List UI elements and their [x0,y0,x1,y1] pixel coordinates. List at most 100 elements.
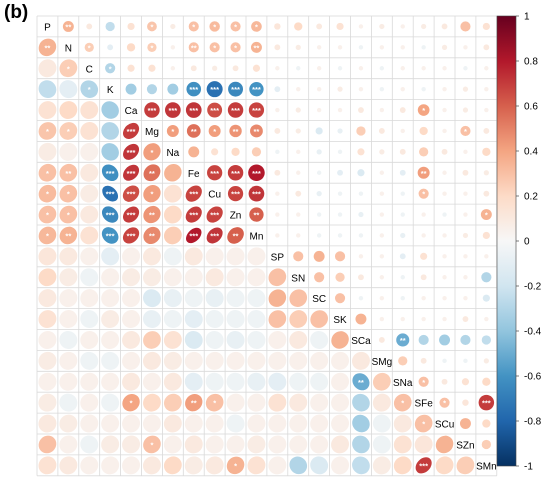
significance-mark: *** [231,190,240,199]
correlation-ellipse [247,289,266,308]
correlation-circle [275,191,280,196]
significance-mark: *** [482,399,491,408]
correlation-circle [209,42,220,53]
correlation-ellipse [38,122,57,140]
correlation-ellipse [143,435,161,454]
significance-mark: ** [421,169,427,178]
correlation-circle [460,125,471,137]
diagonal-label: SP [271,252,285,263]
correlation-ellipse [38,310,57,329]
significance-mark: ** [191,43,197,52]
correlation-ellipse [80,310,99,329]
correlation-circle [484,107,489,113]
correlation-circle [460,334,471,346]
correlation-ellipse [38,456,57,475]
correlation-circle [461,378,470,386]
correlation-ellipse [352,393,370,412]
colorbar-tick-label: 0.6 [524,102,538,113]
correlation-ellipse [310,456,329,475]
correlation-circle [316,45,322,50]
correlation-ellipse [163,247,182,266]
significance-mark: *** [252,169,261,178]
correlation-circle [170,66,176,71]
correlation-ellipse [38,289,57,308]
correlation-ellipse [142,456,161,475]
correlation-circle [482,419,491,428]
correlation-circle [483,190,490,197]
correlation-ellipse [80,435,99,454]
correlation-circle [442,191,447,196]
correlation-circle [463,45,468,50]
correlation-ellipse [268,351,287,370]
significance-mark: *** [127,148,136,157]
correlation-circle [249,81,264,97]
correlation-circle [482,231,490,240]
correlation-ellipse [268,435,287,454]
correlation-ellipse [59,80,78,99]
correlation-ellipse [247,310,266,329]
correlation-ellipse [310,435,329,454]
correlation-ellipse [331,393,350,412]
significance-mark: *** [189,211,198,220]
correlation-ellipse [38,80,57,99]
correlation-circle [209,21,220,32]
correlation-circle [316,212,322,217]
correlation-ellipse [38,435,57,454]
correlation-circle [400,212,405,217]
correlation-ellipse [289,310,308,328]
correlation-circle [296,86,301,92]
correlation-circle [358,191,364,196]
correlation-ellipse [289,289,308,307]
correlation-circle [275,233,280,238]
correlation-ellipse [205,330,224,349]
correlation-ellipse [80,101,99,120]
correlation-ellipse [59,247,78,266]
correlation-ellipse [80,456,99,475]
correlation-ellipse [372,372,391,391]
correlation-circle [144,102,160,118]
correlation-ellipse [184,310,203,329]
correlation-circle [208,124,221,137]
correlation-ellipse [226,435,245,454]
diagonal-label: Mg [145,127,159,138]
significance-mark: * [130,399,133,408]
significance-mark: * [401,399,404,408]
correlation-circle [313,250,325,262]
significance-mark: * [485,211,488,220]
correlation-ellipse [247,247,266,266]
correlation-circle [442,66,447,71]
diagonal-label: SCa [351,336,371,347]
correlation-ellipse [59,310,78,329]
correlation-ellipse [289,414,308,433]
diagonal-label: Ca [125,106,138,117]
correlation-circle [316,23,323,30]
significance-mark: *** [252,106,261,115]
correlation-ellipse [184,268,203,287]
correlation-circle [421,212,426,217]
correlation-circle [399,253,406,260]
correlation-ellipse [206,206,223,223]
correlation-circle [442,128,447,134]
correlation-ellipse [372,456,391,475]
correlation-ellipse [268,310,287,328]
significance-mark: * [88,43,91,52]
correlation-circle [274,169,281,176]
significance-mark: *** [252,190,261,199]
correlation-circle [227,102,244,118]
correlation-circle [483,44,490,51]
matrix-cells: ** * * * * *** * * ** * * *** ** *** *** *** ****** *** **… [38,20,495,475]
correlation-ellipse [289,351,308,370]
correlation-ellipse [185,206,202,223]
correlation-ellipse [143,184,161,203]
diagonal-label: SMg [372,357,393,368]
correlation-circle [355,313,367,325]
correlation-circle [419,126,428,136]
correlation-circle [316,107,322,113]
correlation-circle [400,66,405,71]
correlation-ellipse [101,372,120,391]
correlation-circle [463,191,468,196]
significance-mark: ** [191,127,197,136]
diagonal-label: P [44,22,51,33]
correlation-ellipse [101,414,120,433]
